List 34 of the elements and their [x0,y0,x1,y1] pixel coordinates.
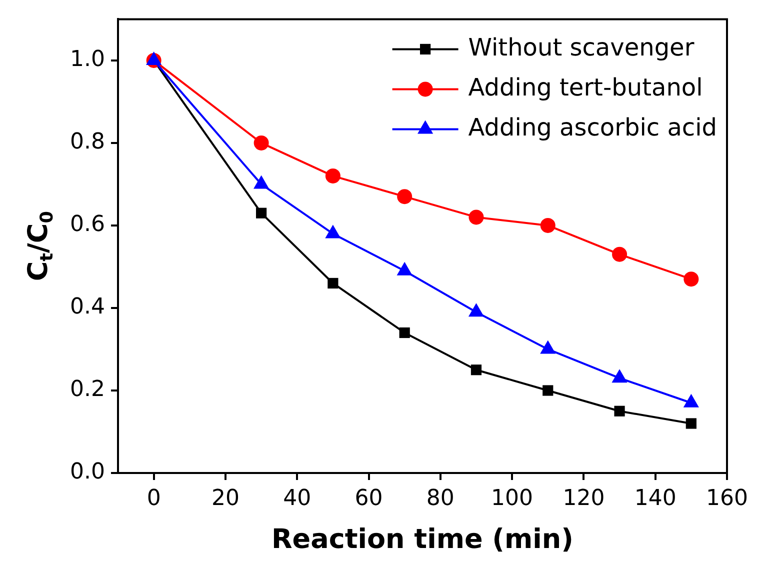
point [328,278,338,289]
point [468,210,484,225]
y-tick-label: 0.0 [70,460,105,485]
point [256,208,267,218]
point [612,246,628,262]
y-axis-title: Ct/C0 [23,211,58,282]
point [540,218,556,233]
y-tick-label: 0.4 [70,294,105,320]
x-tick-label: 140 [634,486,676,511]
legend-label: Adding tert-butanol [468,73,703,102]
x-tick-label: 100 [491,486,534,511]
x-tick-label: 60 [354,486,383,511]
x-tick-label: 20 [211,486,240,511]
y-tick-label: 0.8 [70,130,105,155]
x-tick-label: 40 [283,486,312,511]
point [470,364,482,376]
point [325,168,340,184]
point [399,327,410,338]
x-axis-title: Reaction time (min) [272,524,574,556]
point [397,189,412,204]
x-tick-label: 80 [426,486,454,511]
x-tick-label: 120 [562,486,605,511]
point [254,135,269,150]
legend-label: Without scavenger [468,33,694,62]
x-tick-label: 0 [146,486,161,511]
point [684,272,699,287]
legend-label: Adding ascorbic acid [468,113,718,142]
point [542,385,554,396]
y-tick-label: 0.2 [70,377,105,402]
y-tick-label: 0.6 [70,212,105,238]
y-tick-label: 1.0 [70,47,105,72]
x-tick-label: 160 [706,486,748,511]
point [686,418,696,429]
point [614,406,625,416]
